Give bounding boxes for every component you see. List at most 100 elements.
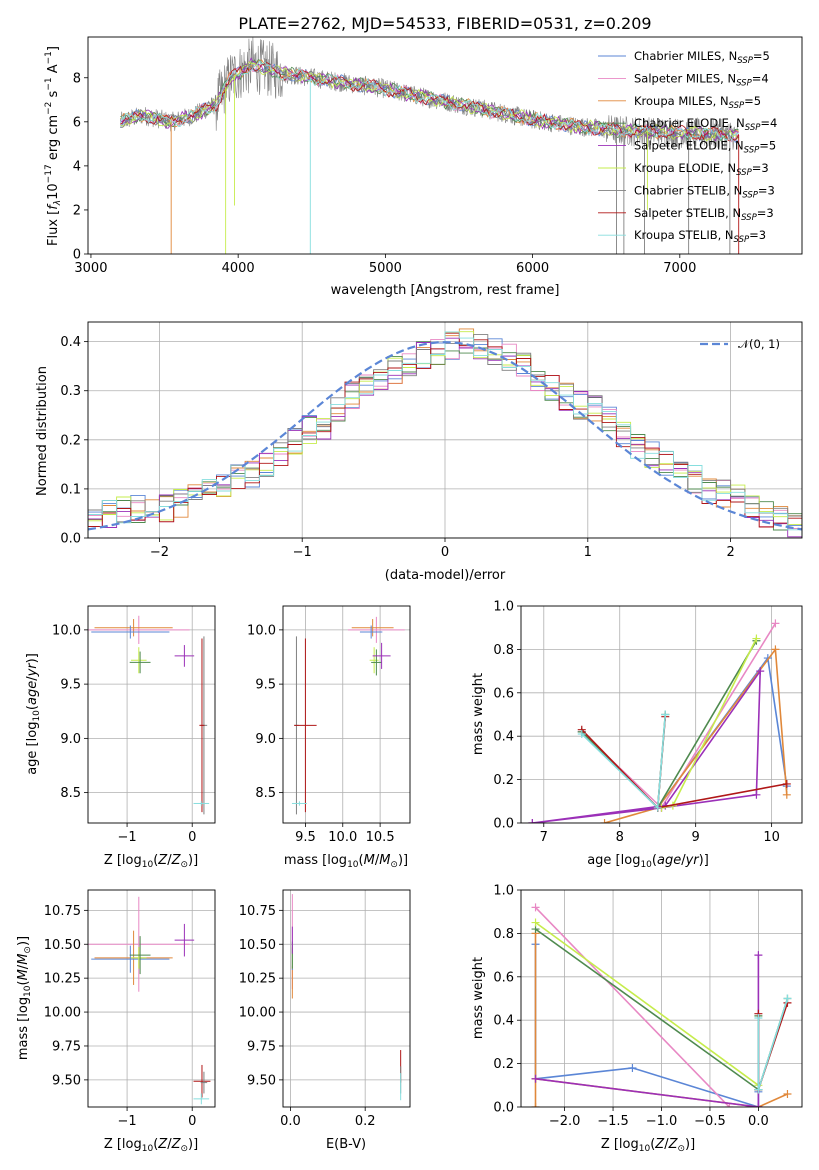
x-tick-label: 0 <box>188 830 196 845</box>
y-tick-label: 9.0 <box>60 732 81 747</box>
y-tick-label: 9.75 <box>247 1039 276 1054</box>
series-marker <box>771 645 780 654</box>
y-tick-label: 0.6 <box>493 686 514 701</box>
series-marker <box>783 1089 792 1098</box>
x-tick-label: 9.5 <box>295 830 316 845</box>
series-marker <box>531 903 540 912</box>
series-marker <box>783 994 792 1003</box>
residuals-plot-area <box>88 322 802 538</box>
series-marker <box>754 1085 763 1094</box>
x-tick-label: 0.2 <box>355 1114 376 1129</box>
y-tick-label: 9.75 <box>52 1039 81 1054</box>
mass-vs-EBV-panel: 0.0 0.2 9.50 9.75 10.00 10.25 10.50 10.75 E(B-V… <box>239 889 411 1152</box>
y-tick-label: 0.0 <box>493 1101 514 1116</box>
y-tick-label: 0.4 <box>60 335 81 350</box>
y-tick-label: 8 <box>73 71 81 86</box>
y-tick-label: 1.0 <box>493 884 514 899</box>
series-marker <box>782 790 791 799</box>
x-tick-label: −2.0 <box>549 1114 581 1129</box>
residuals-panel: −2 −1 0 1 2 0.0 0.1 0.2 0.3 0.4 𝒩(0, 1) (data-mode… <box>35 321 803 583</box>
y-tick-label: 0.0 <box>60 532 81 547</box>
series-marker <box>531 1074 540 1083</box>
y-tick-label: 0.8 <box>493 927 514 942</box>
residuals-ylabel: Normed distribution <box>35 366 50 496</box>
model-spectrum-3 <box>120 59 739 142</box>
x-tick-label: −0.5 <box>694 1114 726 1129</box>
y-tick-label: 1.0 <box>493 600 514 615</box>
y-tick-label: 9.5 <box>255 678 276 693</box>
series-marker <box>754 1103 763 1107</box>
mwZ-xlabel: Z [log10(Z/Z⊙)] <box>601 1137 695 1154</box>
histogram-series-8 <box>88 331 802 538</box>
y-tick-label: 8.5 <box>60 786 81 801</box>
spectrum-panel: 3000 4000 5000 6000 7000 0 2 4 6 8 Chabrier MILES,… <box>44 36 803 298</box>
age-vs-mass-panel: 9.5 10.0 10.5 8.5 9.0 9.5 10.0 mass [log10(M/M… <box>247 605 411 870</box>
age_vs_mass-plot-area <box>283 606 410 823</box>
massZ-ylabel: mass [log10(M/M⊙)] <box>16 936 33 1060</box>
y-tick-label: 10.75 <box>44 904 81 919</box>
x-tick-label: 10.0 <box>328 830 357 845</box>
series-marker <box>756 667 765 676</box>
model-spectrum-6 <box>120 62 739 141</box>
x-tick-label: 10.5 <box>366 830 395 845</box>
series-marker <box>531 1103 540 1107</box>
x-tick-label: −2 <box>150 545 169 560</box>
axes-frame <box>282 605 411 824</box>
mass-vs-Z-panel: −1 0 9.50 9.75 10.00 10.25 10.50 10.75 Z [log10… <box>16 889 216 1154</box>
massweight-vs-Z-panel: −2.0 −1.5 −1.0 −0.5 0.0 0.0 0.2 0.4 0.6 0.8 1.0 Z … <box>471 884 803 1154</box>
x-tick-label: 8 <box>616 830 624 845</box>
y-tick-label: 9.50 <box>247 1073 276 1088</box>
y-tick-label: 0.4 <box>493 730 514 745</box>
legend-entry: Kroupa MILES, NSSP=5 <box>634 94 761 111</box>
x-tick-label: 7000 <box>663 261 696 276</box>
y-tick-label: 9.5 <box>60 678 81 693</box>
series-line-2 <box>604 647 788 823</box>
series-marker <box>600 819 609 823</box>
x-tick-label: −1 <box>117 1114 136 1129</box>
y-tick-label: 9.0 <box>255 732 276 747</box>
series-line-5 <box>535 921 759 1086</box>
y-tick-label: 0.2 <box>493 1057 514 1072</box>
mass_vs_Z-plot-area <box>88 890 215 1107</box>
series-marker <box>754 1014 763 1023</box>
y-tick-label: 10.75 <box>239 904 276 919</box>
y-tick-label: 0.2 <box>60 433 81 448</box>
series-marker <box>754 951 763 960</box>
series-marker <box>725 1103 734 1107</box>
normal-curve <box>88 341 802 531</box>
x-tick-label: 5000 <box>369 261 402 276</box>
y-tick-label: 10.00 <box>239 1006 276 1021</box>
mwAge-ylabel: mass weight <box>471 673 486 755</box>
mass_vs_EBV-plot-area <box>283 890 410 1107</box>
axes-frame <box>282 889 411 1108</box>
massE-xlabel: E(B-V) <box>326 1137 366 1152</box>
spectrum-ylabel: Flux [fλ10−17 erg cm−2 s−1 A−1] <box>44 46 63 246</box>
x-tick-label: 2 <box>726 545 734 560</box>
series-line-4 <box>535 955 760 1107</box>
age-vs-Z-panel: −1 0 8.5 9.0 9.5 10.0 Z [log10(Z/Z⊙)] age [lo… <box>25 605 216 870</box>
y-tick-label: 0.4 <box>493 1014 514 1029</box>
x-tick-label: 3000 <box>74 261 107 276</box>
x-tick-label: 9 <box>692 830 700 845</box>
residuals-xlabel: (data-model)/error <box>385 568 506 583</box>
x-tick-label: 0 <box>188 1114 196 1129</box>
age_vs_Z-plot-area <box>88 606 215 823</box>
mwAge-xlabel: age [log10(age/yr)] <box>587 853 709 870</box>
y-tick-label: 0.2 <box>493 773 514 788</box>
series-marker <box>752 790 761 799</box>
x-tick-label: 0 <box>441 545 449 560</box>
legend-entry: Salpeter ELODIE, NSSP=5 <box>634 139 776 156</box>
legend-entry: 𝒩(0, 1) <box>738 337 780 351</box>
y-tick-label: 10.50 <box>239 938 276 953</box>
y-tick-label: 10.50 <box>44 938 81 953</box>
spectrum-plot-area <box>120 37 740 254</box>
series-line-3 <box>581 640 758 810</box>
x-tick-label: 10 <box>763 830 780 845</box>
model-spectrum-8 <box>120 60 739 142</box>
x-tick-label: 0.0 <box>280 1114 301 1129</box>
y-tick-label: 10.0 <box>247 623 276 638</box>
series-marker <box>752 634 761 643</box>
y-tick-label: 8.5 <box>255 786 276 801</box>
massweight-vs-age-panel: 7 8 9 10 0.0 0.2 0.4 0.6 0.8 1.0 age [log10(age/y… <box>471 600 803 870</box>
series-marker <box>528 819 537 823</box>
